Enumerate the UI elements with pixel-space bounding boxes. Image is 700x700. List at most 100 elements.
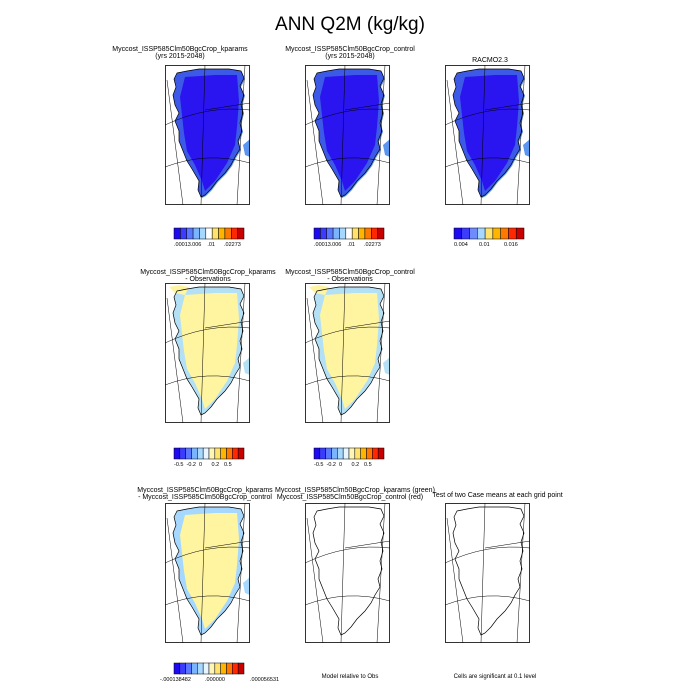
colorbar-swatch	[237, 447, 245, 460]
map-frame	[445, 65, 530, 205]
colorbar-swatch	[186, 227, 194, 240]
panel-title-line: Test of two Case means at each grid poin…	[432, 492, 563, 499]
colorbar-swatch	[191, 662, 198, 675]
colorbar	[313, 227, 385, 240]
colorbar-tick-label: 0.01	[479, 242, 490, 248]
colorbar-tick-label: 0.016	[504, 242, 518, 248]
map-panel	[445, 503, 530, 643]
colorbar-swatch	[237, 662, 245, 675]
panel-title-r3c2: Myccost_ISSP585Clm50BgcCrop_kparams (gre…	[275, 487, 435, 501]
graticule-line	[204, 540, 250, 549]
graticule-line	[204, 320, 250, 329]
colorbar-tick-label: 0.5	[364, 462, 372, 468]
colorbar-swatch	[218, 227, 226, 240]
colorbar-swatch	[202, 447, 210, 460]
colorbar-tick-label: .00013	[174, 242, 191, 248]
colorbar-swatch	[208, 662, 216, 675]
colorbar-swatch	[313, 447, 321, 460]
graticule-line	[305, 546, 390, 564]
coastline	[452, 506, 525, 636]
colorbar-swatch	[173, 227, 181, 240]
colorbar-swatch	[173, 662, 181, 675]
island-fill	[243, 139, 250, 157]
colorbar-swatch	[211, 227, 219, 240]
colorbar-swatch	[345, 227, 353, 240]
colorbar-swatch	[484, 227, 494, 240]
panel-title-line: - Observations	[327, 276, 373, 283]
map-panel	[305, 503, 390, 643]
map-frame	[165, 283, 250, 423]
colorbar-swatch	[461, 227, 470, 240]
panel-title-line: Myccost_ISSP585Clm50BgcCrop_kparams (gre…	[275, 487, 435, 494]
coastline	[172, 506, 245, 636]
sea	[305, 503, 390, 643]
colorbar-tick-label: -.000138482	[160, 677, 191, 683]
colorbar-swatch	[360, 447, 367, 460]
panel-title-r3c1: Myccost_ISSP585Clm50BgcCrop_kparams - My…	[130, 487, 280, 501]
graticule-line	[305, 326, 390, 344]
graticule-line	[484, 540, 530, 549]
coastline	[452, 68, 525, 198]
colorbar-swatch	[348, 447, 356, 460]
colorbar	[173, 227, 245, 240]
graticule-line	[445, 595, 530, 606]
colorbar-swatch	[320, 227, 327, 240]
coastline	[172, 68, 245, 198]
significance-note: Cells are significant at 0.1 level	[453, 674, 537, 680]
colorbar-swatch	[197, 662, 204, 675]
graticule-line	[236, 65, 246, 205]
graticule-line	[306, 517, 324, 643]
coastline	[312, 68, 385, 198]
colorbar-swatch	[185, 447, 192, 460]
colorbar-tick-label: .000000	[205, 677, 225, 683]
ice-sheet-fill	[180, 75, 239, 191]
map-frame	[165, 503, 250, 643]
colorbar-swatch	[220, 447, 227, 460]
colorbar-swatch	[453, 227, 463, 240]
graticule-line	[236, 283, 246, 423]
colorbar-swatch	[185, 662, 192, 675]
colorbar	[453, 227, 525, 240]
graticule-line	[340, 503, 346, 643]
colorbar-swatch	[179, 662, 186, 675]
panel-title-line: - Observations	[185, 276, 231, 283]
colorbar-swatch	[477, 227, 486, 240]
panel-title-line: - Myccost_ISSP585Clm50BgcCrop_control	[138, 494, 272, 501]
colorbar-swatch	[332, 227, 340, 240]
colorbar-swatch	[179, 447, 186, 460]
colorbar-swatch	[366, 447, 373, 460]
graticule-line	[445, 157, 530, 168]
colorbar-tick-label: .02273	[364, 242, 381, 248]
ice-sheet-fill	[320, 75, 379, 191]
land-fill	[320, 293, 379, 409]
graticule-line	[445, 546, 530, 564]
graticule-line	[166, 297, 184, 423]
colorbar-tick-label: 0	[199, 462, 203, 468]
graticule-line	[480, 65, 486, 205]
colorbar-tick-label: 0	[339, 462, 343, 468]
colorbar-swatch	[364, 227, 372, 240]
graticule-line	[340, 283, 346, 423]
map-panel	[165, 65, 250, 205]
graticule-line	[306, 297, 324, 423]
graticule-line	[165, 108, 250, 126]
colorbar-swatch	[319, 447, 326, 460]
map-frame	[165, 65, 250, 205]
graticule-line	[166, 79, 184, 205]
colorbar-swatch	[469, 227, 478, 240]
panel-title-line: Myccost_ISSP585Clm50BgcCrop_control (red…	[276, 494, 424, 501]
colorbar-labels: -.000138482 .000000 .000056531	[160, 677, 279, 685]
colorbar-labels: .00013.006 .01 .02273	[314, 242, 384, 250]
colorbar-swatch	[226, 662, 233, 675]
colorbar-tick-label: .01	[207, 242, 215, 248]
panel-title-r1c1: Myccost_ISSP585Clm50BgcCrop_kparams (yrs…	[105, 46, 255, 60]
graticule-line	[200, 503, 206, 643]
colorbar-swatch	[331, 447, 338, 460]
colorbar-swatch	[226, 447, 233, 460]
graticule-line	[236, 503, 246, 643]
graticule-line	[165, 326, 250, 344]
graticule-line	[165, 157, 250, 168]
colorbar-labels: -0.5 -0.2 0 0.2 0.5	[314, 462, 384, 470]
colorbar-swatch	[237, 227, 245, 240]
map-frame	[305, 503, 390, 643]
